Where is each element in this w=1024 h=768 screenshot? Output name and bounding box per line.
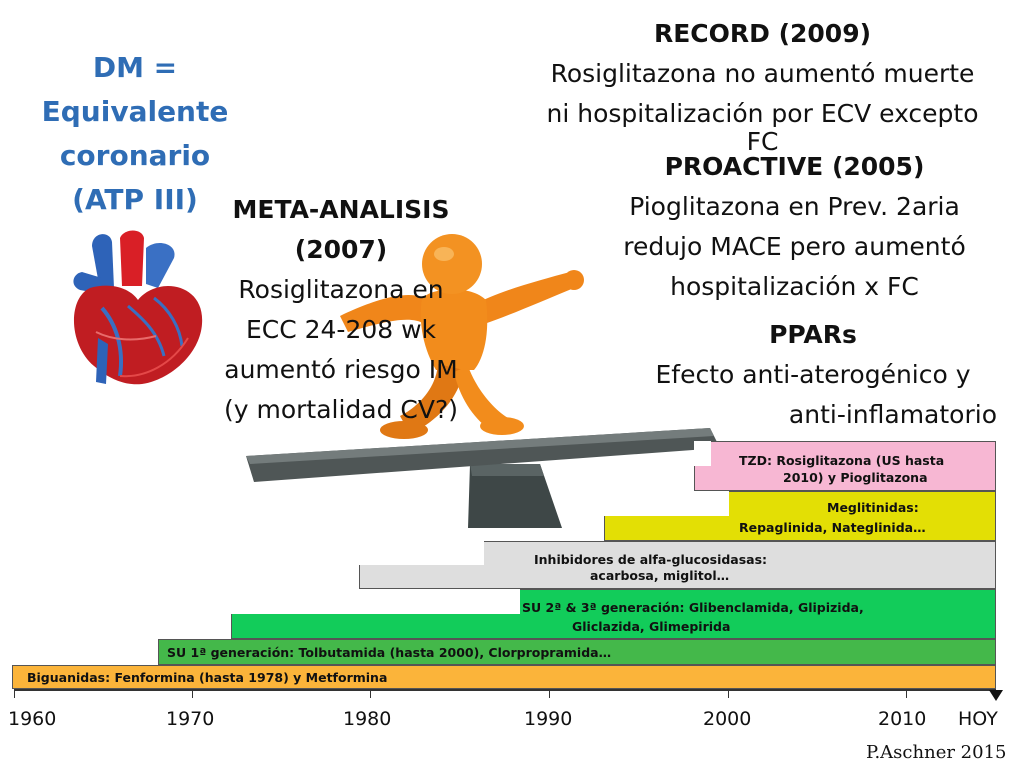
ppars-note: PPARs Efecto anti-aterogénico y anti-inf…	[625, 315, 1001, 435]
meta-line-4: (y mortalidad CV?)	[223, 395, 459, 424]
bar-alfa-label-1: Inhibidores de alfa-glucosidasas:	[534, 552, 768, 567]
year-label-2000: 2000	[703, 708, 752, 730]
proactive-title: PROACTIVE (2005)	[664, 152, 925, 181]
heart-icon	[73, 230, 203, 385]
figure-icon	[340, 234, 584, 439]
record-study-note: RECORD (2009) Rosiglitazona no aumentó m…	[520, 14, 1005, 162]
year-label-1980: 1980	[343, 708, 392, 730]
bar-su23-label-1: SU 2ª & 3ª generación: Glibenclamida, Gl…	[522, 600, 864, 615]
axis-tick	[192, 689, 193, 698]
proactive-study-note: PROACTIVE (2005) Pioglitazona en Prev. 2…	[592, 147, 997, 307]
bar-meglitinidas-label-2: Repaglinida, Nateglinida…	[739, 520, 926, 535]
proactive-line-2: redujo MACE pero aumentó	[623, 232, 966, 261]
dm-equivalent-heading: DM = Equivalente coronario (ATP III)	[20, 46, 250, 222]
axis-arrow-icon	[989, 690, 1003, 701]
bar-biguanidas-label: Biguanidas: Fenformina (hasta 1978) y Me…	[27, 670, 388, 685]
axis-tick	[370, 689, 371, 698]
proactive-line-1: Pioglitazona en Prev. 2aria	[629, 192, 960, 221]
dm-line-3: coronario	[59, 139, 211, 172]
axis-tick	[549, 689, 550, 698]
bar-biguanidas: Biguanidas: Fenformina (hasta 1978) y Me…	[12, 665, 996, 689]
record-line-2: ni hospitalización por ECV excepto	[546, 99, 979, 128]
record-line-1: Rosiglitazona no aumentó muerte	[550, 59, 975, 88]
record-title: RECORD (2009)	[653, 19, 872, 48]
year-label-hoy: HOY	[958, 708, 998, 730]
proactive-line-3: hospitalización x FC	[670, 272, 919, 301]
bar-tzd: TZD: Rosiglitazona (US hasta 2010) y Pio…	[694, 441, 996, 491]
meta-title-1: META-ANALISIS	[232, 195, 450, 224]
author-credit: P.Aschner 2015	[866, 742, 1007, 763]
year-label-1990: 1990	[524, 708, 573, 730]
seesaw-illustration	[246, 234, 720, 528]
bar-tzd-label-1: TZD: Rosiglitazona (US hasta	[739, 453, 945, 468]
ppars-line-2: anti-inflamatorio	[788, 400, 997, 429]
dm-line-2: Equivalente	[41, 95, 229, 128]
timeline-axis	[14, 689, 996, 691]
meta-line-2: ECC 24-208 wk	[245, 315, 437, 344]
dm-line-4: (ATP III)	[72, 183, 198, 216]
bar-su23-label-2: Gliclazida, Glimepirida	[572, 619, 731, 634]
bar-su1-label: SU 1ª generación: Tolbutamida (hasta 200…	[167, 645, 612, 660]
year-label-1960: 1960	[8, 708, 57, 730]
axis-tick	[728, 689, 729, 698]
axis-tick	[906, 689, 907, 698]
bar-meglitinidas-label-1: Meglitinidas:	[827, 500, 919, 515]
meta-line-1: Rosiglitazona en	[238, 275, 444, 304]
axis-tick	[14, 689, 15, 698]
year-label-2010: 2010	[878, 708, 927, 730]
bar-tzd-label-2: 2010) y Pioglitazona	[783, 470, 928, 485]
meta-title-2: (2007)	[294, 235, 388, 264]
meta-line-3: aumentó riesgo IM	[224, 355, 458, 384]
ppars-line-1: Efecto anti-aterogénico y	[655, 360, 971, 389]
dm-line-1: DM =	[92, 51, 178, 84]
ppars-title: PPARs	[769, 320, 857, 349]
meta-analysis-note: META-ANALISIS (2007) Rosiglitazona en EC…	[205, 190, 477, 430]
bar-su-1-generacion: SU 1ª generación: Tolbutamida (hasta 200…	[158, 639, 996, 665]
record-line-3: FC	[746, 127, 779, 156]
bar-alfa-label-2: acarbosa, miglitol…	[590, 568, 730, 583]
seesaw-fulcrum	[468, 464, 562, 528]
year-label-1970: 1970	[166, 708, 215, 730]
